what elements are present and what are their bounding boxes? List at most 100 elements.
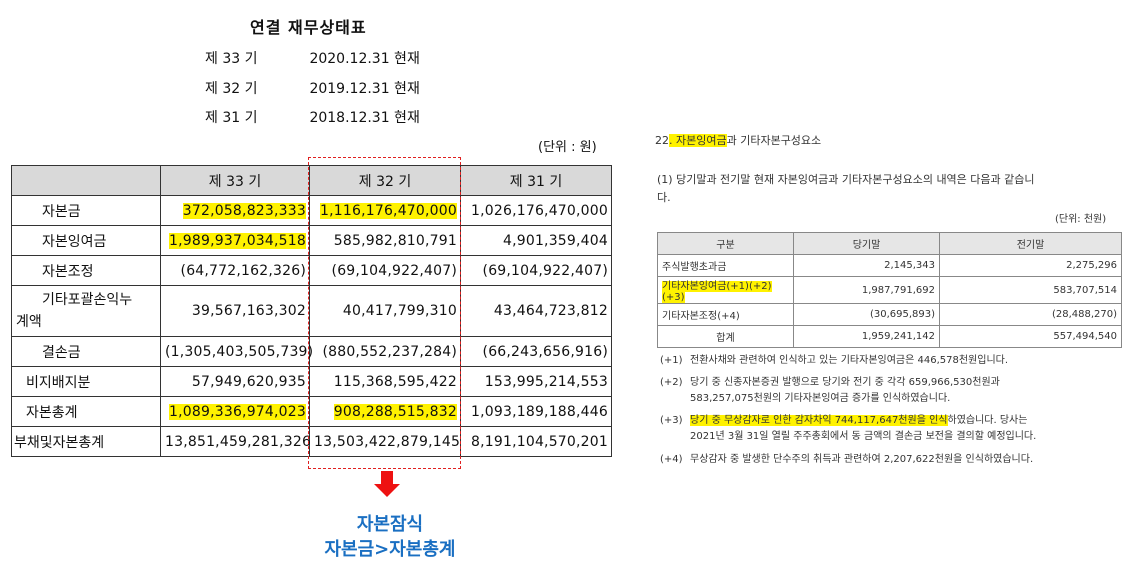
period-row: 제 33 기 2020.12.31 현재	[205, 48, 420, 68]
table-row: 주식발행초과금 2,145,343 2,275,296	[657, 254, 1122, 277]
row-label: 자본금	[11, 195, 161, 226]
footnote: (+3) 당기 중 무상감자로 인한 감자차익 744,117,647천원을 인식…	[660, 413, 1130, 445]
footnote-mark: (+2)	[660, 377, 683, 388]
paragraph-line: (1) 당기말과 전기말 현재 자본잉여금과 기타자본구성요소의 내역은 다음과…	[657, 173, 1035, 186]
cell-value: 57,949,620,935	[160, 366, 310, 397]
header-cell: 당기말	[793, 232, 940, 255]
table-row: 자본총계 1,089,336,974,023 908,288,515,832 1…	[11, 396, 612, 427]
table-header-row: 구분 당기말 전기말	[657, 232, 1122, 255]
footnote-mark: (+3)	[660, 415, 683, 426]
capital-surplus-table: 구분 당기말 전기말 주식발행초과금 2,145,343 2,275,296 기…	[657, 232, 1122, 348]
cell-value: 153,995,214,553	[460, 366, 612, 397]
period-row: 제 32 기 2019.12.31 현재	[205, 78, 420, 98]
cell-value: 13,851,459,281,326	[160, 426, 311, 457]
period-label: 제 33 기	[205, 51, 258, 67]
cell-value: 1,959,241,142	[793, 325, 940, 348]
section-number: 22	[655, 134, 669, 147]
cell-value-highlighted: 372,058,823,333	[182, 202, 306, 219]
period-row: 제 31 기 2018.12.31 현재	[205, 107, 420, 127]
cell-value: (1,305,403,505,739)	[160, 336, 313, 367]
cell-value: (66,243,656,916)	[460, 336, 612, 367]
cell-value-highlighted: 908,288,515,832	[333, 403, 457, 420]
section-title-rest: 과 기타자본구성요소	[726, 134, 822, 147]
table-row: 합계 1,959,241,142 557,494,540	[657, 325, 1122, 348]
header-cell: 전기말	[939, 232, 1122, 255]
row-label: 자본조정	[11, 255, 161, 286]
cell-value-highlighted: 1,116,176,470,000	[320, 202, 457, 219]
table-row: 기타포괄손익누 계액 39,567,163,302 40,417,799,310…	[11, 285, 612, 337]
table-row: 자본조정 (64,772,162,326) (69,104,922,407) (…	[11, 255, 612, 286]
footnote-text-highlighted: 당기 중 무상감자로 인한 감자차익 744,117,647천원을 인식	[690, 415, 948, 426]
table-row: 자본잉여금 1,989,937,034,518 585,982,810,791 …	[11, 225, 612, 256]
row-label: 합계	[657, 325, 794, 348]
period-date: 2020.12.31 현재	[309, 51, 420, 67]
cell-value: (30,695,893)	[793, 303, 940, 326]
balance-sheet-table: 제 33 기 제 32 기 제 31 기 자본금 372,058,823,333…	[11, 165, 612, 457]
section-title-highlight: . 자본잉여금	[669, 134, 727, 147]
annotation-line1: 자본잠식	[356, 514, 424, 535]
cell-value: 8,191,104,570,201	[460, 426, 612, 457]
cell-value: 13,503,422,879,145	[309, 426, 461, 457]
highlight-dashed-box	[308, 157, 461, 469]
footnote-text: 583,257,075천원의 기타자본잉여금 증가를 인식하였습니다.	[690, 393, 951, 404]
row-label: 자본잉여금	[11, 225, 161, 256]
header-cell	[11, 165, 161, 196]
period-label: 제 32 기	[205, 81, 258, 97]
unit-label-right: (단위: 천원)	[1055, 214, 1107, 225]
annotation-line2: 자본금>자본총계	[324, 539, 456, 560]
cell-value: 43,464,723,812	[460, 285, 612, 337]
unit-label: (단위 : 원)	[538, 140, 597, 155]
table-row: 기타자본잉여금(+1)(+2)(+3) 1,987,791,692 583,70…	[657, 276, 1122, 304]
row-label: 주식발행초과금	[657, 254, 794, 277]
cell-value-highlighted: 1,089,336,974,023	[169, 403, 306, 420]
cell-value: (64,772,162,326)	[160, 255, 310, 286]
header-cell: 제 32 기	[309, 165, 461, 196]
cell-value: 40,417,799,310	[309, 285, 461, 337]
row-label: 자본총계	[11, 396, 161, 427]
row-label-line1: 기타포괄손익누	[42, 292, 133, 308]
header-cell: 제 31 기	[460, 165, 612, 196]
statement-title: 연결 재무상태표	[250, 18, 367, 37]
footnote-mark: (+1)	[660, 355, 683, 366]
cell-value-highlighted: 1,989,937,034,518	[169, 232, 306, 249]
footnote: (+4) 무상감자 중 발생한 단수주의 취득과 관련하여 2,207,622천원…	[660, 452, 1130, 468]
paragraph-line: 다.	[657, 191, 671, 204]
cell-value: 1,093,189,188,446	[460, 396, 612, 427]
footnote-text: 하였습니다. 당사는	[947, 415, 1028, 426]
period-date: 2018.12.31 현재	[309, 110, 420, 126]
cell-value: (28,488,270)	[939, 303, 1122, 326]
paragraph: (1) 당기말과 전기말 현재 자본잉여금과 기타자본구성요소의 내역은 다음과…	[657, 171, 1102, 207]
table-row: 비지배지분 57,949,620,935 115,368,595,422 153…	[11, 366, 612, 397]
table-row: 기타자본조정(+4) (30,695,893) (28,488,270)	[657, 303, 1122, 326]
footnote: (+1) 전환사채와 관련하여 인식하고 있는 기타자본잉여금은 446,578천…	[660, 353, 1130, 369]
cell-value: (880,552,237,284)	[309, 336, 461, 367]
cell-value: 1,026,176,470,000	[460, 195, 612, 226]
arrow-down-head	[374, 484, 400, 497]
footnote-text: 전환사채와 관련하여 인식하고 있는 기타자본잉여금은 446,578천원입니다…	[690, 355, 1009, 366]
footnote-text: 무상감자 중 발생한 단수주의 취득과 관련하여 2,207,622천원을 인식…	[690, 454, 1034, 465]
row-label-highlighted: 기타자본잉여금(+1)(+2)(+3)	[662, 281, 772, 303]
header-cell: 구분	[657, 232, 794, 255]
cell-value: 39,567,163,302	[160, 285, 310, 337]
cell-value: 1,987,791,692	[793, 276, 940, 304]
table-row: 부채및자본총계 13,851,459,281,326 13,503,422,87…	[11, 426, 612, 457]
section-title: 22. 자본잉여금과 기타자본구성요소	[655, 132, 821, 148]
header-cell: 제 33 기	[160, 165, 310, 196]
cell-value: 4,901,359,404	[460, 225, 612, 256]
row-label-line2: 계액	[16, 314, 42, 330]
cell-value: (69,104,922,407)	[460, 255, 612, 286]
cell-value: (69,104,922,407)	[309, 255, 461, 286]
period-date: 2019.12.31 현재	[309, 81, 420, 97]
footnote-mark: (+4)	[660, 454, 683, 465]
row-label: 기타포괄손익누 계액	[11, 285, 161, 337]
cell-value: 583,707,514	[939, 276, 1122, 304]
cell-value: 557,494,540	[939, 325, 1122, 348]
footnote: (+2) 당기 중 신종자본증권 발행으로 당기와 전기 중 각각 659,966…	[660, 375, 1130, 407]
footnote-text: 당기 중 신종자본증권 발행으로 당기와 전기 중 각각 659,966,530…	[690, 377, 1000, 388]
cell-value: 115,368,595,422	[309, 366, 461, 397]
arrow-down-icon	[381, 471, 393, 485]
table-row: 자본금 372,058,823,333 1,116,176,470,000 1,…	[11, 195, 612, 226]
cell-value: 2,145,343	[793, 254, 940, 277]
period-label: 제 31 기	[205, 110, 258, 126]
row-label: 부채및자본총계	[11, 426, 161, 457]
